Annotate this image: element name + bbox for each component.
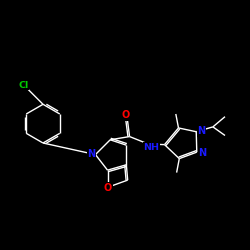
- Text: Cl: Cl: [18, 81, 28, 90]
- Text: N: N: [198, 126, 206, 136]
- Text: O: O: [104, 183, 112, 193]
- Text: N: N: [198, 148, 206, 158]
- Text: NH: NH: [144, 143, 160, 152]
- Text: O: O: [122, 110, 130, 120]
- Text: N: N: [87, 149, 96, 159]
